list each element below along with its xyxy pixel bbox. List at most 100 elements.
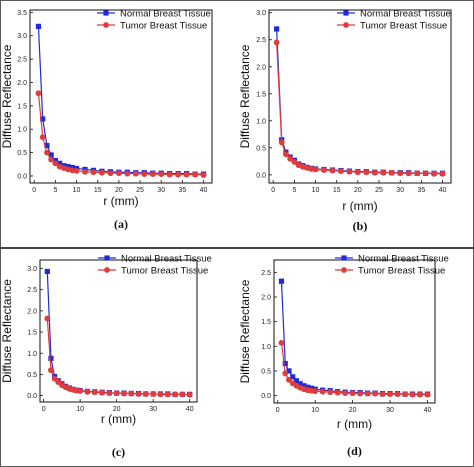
y-tick-label: 3.0 [256,10,266,17]
plot-area [29,9,213,184]
chart-panel-b: 0 5 10 15 20 25 30 35 40 0.0 0.5 1.0 1.5 2.0 2.5 3.0 r (… [238,8,452,233]
legend-marker [343,22,349,28]
tumor-data-point [135,391,142,397]
tumor-data-point [73,167,80,174]
tumor-data-point [424,391,431,398]
normal-data-point [293,378,300,384]
tumor-data-point [141,171,148,178]
tumor-data-point [157,391,164,398]
tumor-data-point [149,171,156,178]
tumor-data-point [402,391,408,398]
normal-data-point [274,26,280,32]
x-tick-label: 10 [76,406,84,413]
tumor-data-point [387,391,393,398]
tumor-data-point [308,166,315,172]
y-tick-label: 3.0 [27,266,37,273]
chart-panel-a: 0 5 10 15 20 25 30 35 40 0.0 0.5 1.0 1.5 2.0 2.5 3.0 3.5… [0,8,213,231]
x-axis-label: r (mm) [103,194,138,208]
y-tick-label: 0.5 [261,368,271,375]
legend-marker [341,267,347,273]
y-tick-label: 2.0 [17,80,27,87]
legend-entry-label: Normal Breast Tissue [358,253,449,264]
tumor-data-point [354,169,361,176]
x-tick-label: 10 [73,187,81,194]
tumor-data-point [342,390,349,397]
x-tick-label: 20 [115,187,123,194]
y-tick-label: 2.5 [17,57,27,64]
y-tick-label: 2.5 [261,270,271,277]
normal-data-point [48,355,54,361]
tumor-data-point [121,390,127,397]
normal-data-point [286,368,292,374]
tumor-data-point [379,391,386,398]
y-tick-label: 3.0 [17,33,27,40]
tumor-data-point [166,171,173,178]
y-axis-label: Diffuse Reflectance [238,279,252,383]
legend-marker [103,10,109,16]
chart-panel-d: 0 10 20 30 40 0.0 0.5 1.0 1.5 2.0 2.5 r (mm) Diffuse… [238,253,449,458]
normal-data-point [48,152,54,158]
normal-data-point [278,278,285,284]
normal-data-point [305,384,311,390]
tumor-data-point [388,169,395,176]
y-tick-label: 0.5 [256,145,266,152]
x-tick-label: 35 [417,187,425,194]
plot-area [39,259,198,403]
y-tick-label: 0.0 [256,172,266,179]
y-tick-label: 3.5 [17,10,27,17]
tumor-data-point [273,39,280,46]
tumor-data-point [409,391,416,398]
y-tick-label: 2.0 [27,308,37,315]
tumor-data-point [183,171,190,178]
x-tick-label: 40 [439,187,447,194]
tumor-data-point [99,389,105,396]
tumor-data-point [312,166,319,173]
legend-marker [343,10,349,16]
tumor-data-point [91,389,98,396]
x-axis-label: r (mm) [337,417,372,431]
x-tick-label: 20 [113,406,121,413]
tumor-data-point [99,169,105,176]
tumor-data-point [82,168,88,175]
x-tick-label: 10 [312,187,320,194]
y-tick-label: 2.0 [261,294,271,301]
panel-label: (d) [347,444,362,458]
legend-entry-label: Normal Breast Tissue [121,253,212,264]
plot-area [268,9,452,184]
x-tick-label: 35 [178,187,186,194]
tumor-data-point [186,391,193,398]
normal-series-line [37,26,204,175]
x-tick-label: 15 [94,187,102,194]
x-tick-label: 5 [292,187,296,194]
legend-marker [341,255,347,261]
tumor-data-point [278,139,285,146]
tumor-data-point [364,390,371,397]
x-tick-label: 40 [200,187,208,194]
legend-entry-label: Normal Breast Tissue [360,8,451,19]
tumor-data-point [321,167,327,173]
legend-marker [104,255,110,261]
tumor-data-point [51,375,58,382]
plot-area [273,259,436,404]
y-axis-label: Diffuse Reflectance [0,44,14,148]
legend-entry-label: Tumor Breast Tissue [120,20,207,31]
tumor-data-point [128,390,135,397]
tumor-data-point [69,167,76,174]
y-tick-label: 2.5 [256,37,266,44]
tumor-data-point [417,391,423,398]
tumor-data-point [39,134,46,141]
normal-data-point [282,360,288,367]
tumor-data-point [357,390,364,397]
y-tick-label: 1.0 [256,118,266,125]
tumor-series-line [46,318,190,396]
normal-data-point [301,383,307,389]
tumor-data-point [175,171,182,178]
legend-marker [103,22,109,28]
y-tick-label: 0.0 [261,393,271,400]
y-tick-label: 1.5 [256,91,266,98]
y-tick-label: 1.5 [261,319,271,326]
tumor-series-line [276,42,443,175]
tumor-data-point [113,390,120,396]
x-tick-label: 0 [271,187,275,194]
legend-marker [104,267,110,273]
